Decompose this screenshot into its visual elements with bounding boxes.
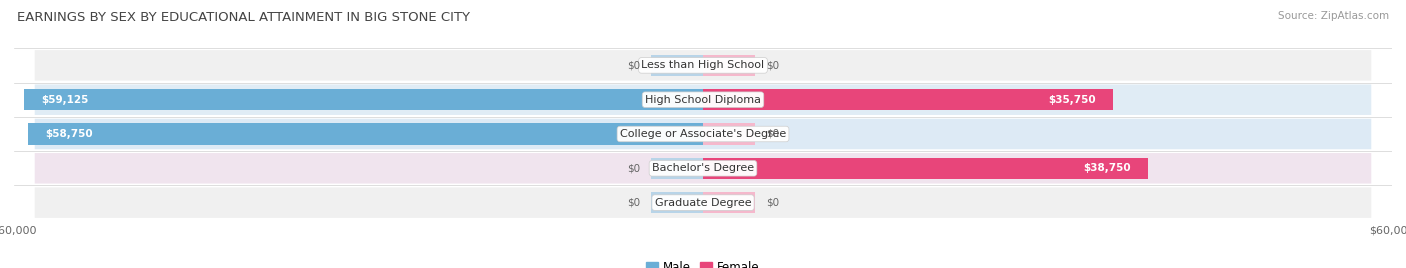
Bar: [28, 123, 703, 145]
Bar: [651, 158, 703, 179]
Bar: [703, 123, 755, 145]
FancyBboxPatch shape: [35, 84, 1371, 115]
Text: $0: $0: [627, 60, 640, 70]
Bar: [703, 89, 1114, 110]
FancyBboxPatch shape: [35, 50, 1371, 81]
Text: $0: $0: [627, 198, 640, 208]
Bar: [651, 192, 703, 213]
Legend: Male, Female: Male, Female: [641, 256, 765, 268]
Bar: [703, 192, 755, 213]
Text: High School Diploma: High School Diploma: [645, 95, 761, 105]
Bar: [703, 55, 755, 76]
FancyBboxPatch shape: [35, 187, 1371, 218]
Bar: [703, 158, 1147, 179]
FancyBboxPatch shape: [35, 153, 1371, 184]
Text: EARNINGS BY SEX BY EDUCATIONAL ATTAINMENT IN BIG STONE CITY: EARNINGS BY SEX BY EDUCATIONAL ATTAINMEN…: [17, 11, 470, 24]
Text: $0: $0: [627, 163, 640, 173]
FancyBboxPatch shape: [35, 119, 1371, 149]
Text: Bachelor's Degree: Bachelor's Degree: [652, 163, 754, 173]
Text: $0: $0: [766, 198, 779, 208]
Text: College or Associate's Degree: College or Associate's Degree: [620, 129, 786, 139]
Text: Source: ZipAtlas.com: Source: ZipAtlas.com: [1278, 11, 1389, 21]
Bar: [651, 55, 703, 76]
Text: Graduate Degree: Graduate Degree: [655, 198, 751, 208]
Text: $35,750: $35,750: [1049, 95, 1097, 105]
Text: Less than High School: Less than High School: [641, 60, 765, 70]
Bar: [24, 89, 703, 110]
Text: $0: $0: [766, 60, 779, 70]
Text: $58,750: $58,750: [45, 129, 93, 139]
Text: $0: $0: [766, 129, 779, 139]
Text: $59,125: $59,125: [41, 95, 89, 105]
Text: $38,750: $38,750: [1083, 163, 1130, 173]
